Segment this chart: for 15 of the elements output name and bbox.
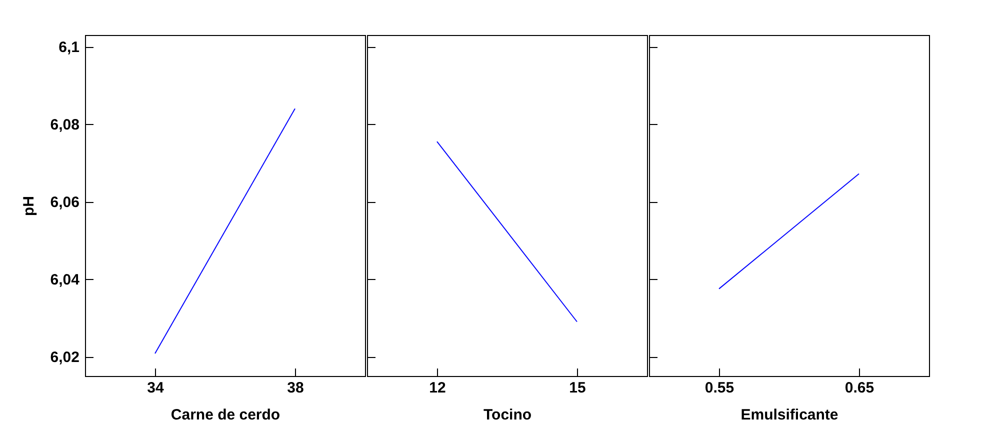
y-tick-label: 6,06 [50, 194, 80, 212]
x-tick-label: 12 [429, 380, 446, 396]
x-tick-label: 0.55 [704, 380, 734, 396]
x-axis-title: Emulsificante [740, 406, 838, 424]
y-tick-label: 6,02 [50, 349, 80, 366]
y-tick-label: 6,04 [50, 272, 80, 289]
y-tick-label: 6,08 [50, 116, 80, 134]
x-tick-label: 15 [569, 380, 586, 396]
y-tick-label: 6,1 [58, 39, 80, 56]
y-axis-title: pH [20, 196, 38, 216]
x-tick-label: 0.65 [844, 380, 874, 396]
x-axis-title: Tocino [483, 406, 532, 424]
x-tick-label: 38 [287, 380, 304, 396]
x-tick-label: 34 [147, 380, 164, 396]
x-axis-title: Carne de cerdo [170, 406, 280, 424]
